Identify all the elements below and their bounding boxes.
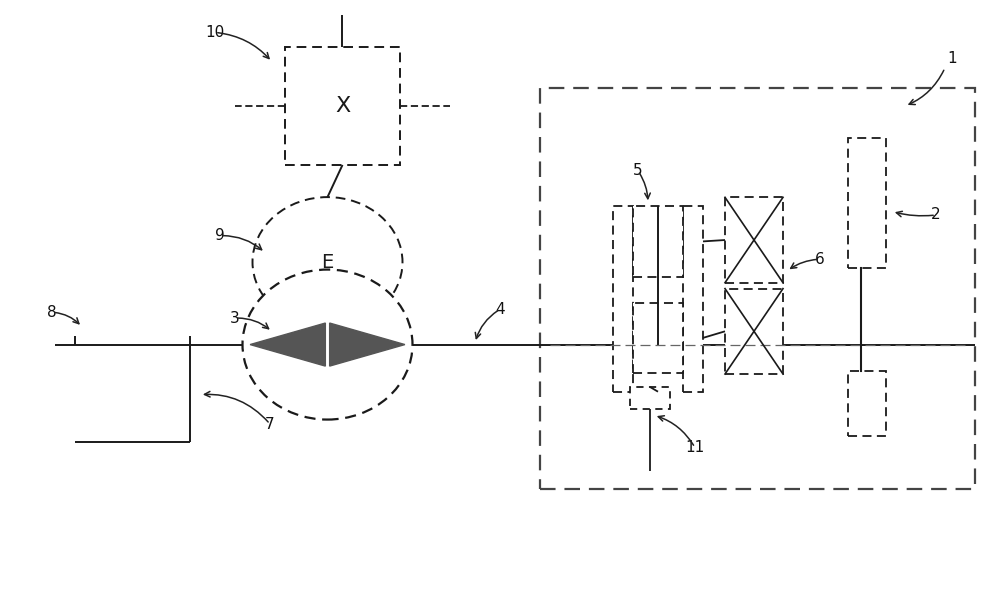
- Polygon shape: [250, 323, 325, 366]
- Text: 10: 10: [205, 25, 225, 40]
- Bar: [633, 303, 683, 373]
- Bar: [683, 206, 703, 392]
- Bar: [848, 371, 886, 436]
- Bar: [613, 206, 633, 392]
- Bar: [633, 206, 683, 277]
- Text: 11: 11: [685, 440, 705, 455]
- Text: 2: 2: [931, 207, 941, 223]
- Text: 7: 7: [265, 416, 275, 432]
- Text: 8: 8: [47, 305, 57, 320]
- Bar: [725, 197, 783, 283]
- Polygon shape: [330, 323, 405, 366]
- Ellipse shape: [242, 270, 413, 419]
- Bar: [285, 47, 400, 165]
- Bar: [540, 88, 975, 489]
- Text: X: X: [335, 96, 350, 116]
- Text: 1: 1: [947, 51, 957, 67]
- Text: 6: 6: [815, 252, 825, 267]
- Text: 5: 5: [633, 163, 643, 178]
- Text: 4: 4: [495, 302, 505, 317]
- Text: 9: 9: [215, 228, 225, 243]
- Bar: [848, 138, 886, 268]
- Bar: [630, 387, 670, 409]
- Bar: [725, 289, 783, 374]
- Text: E: E: [321, 253, 334, 272]
- Ellipse shape: [252, 197, 402, 327]
- Text: 3: 3: [230, 310, 240, 326]
